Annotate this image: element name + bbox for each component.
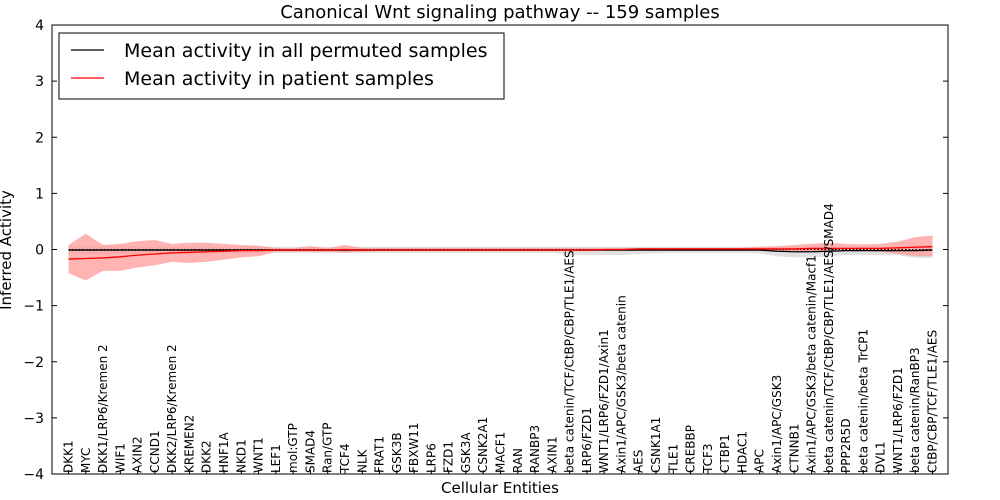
series-lines [68, 246, 933, 260]
x-category-label: WIF1 [113, 443, 127, 473]
x-axis-title: Cellular Entities [441, 479, 559, 497]
legend-box [58, 32, 505, 100]
x-category-label: WNT1/LRP6/FZD1/Axin1 [597, 329, 611, 473]
x-category-label: RANBP3 [528, 425, 542, 473]
x-category-label: FRAT1 [373, 436, 387, 473]
x-category-label: CTBP1 [718, 434, 732, 473]
y-tick-label: 1 [35, 186, 44, 202]
x-category-label: AXIN2 [131, 436, 145, 473]
y-tick-label: 2 [35, 130, 44, 146]
x-category-label: NKD1 [234, 439, 248, 473]
x-category-label: AXIN1 [545, 436, 559, 473]
y-tick-label: −2 [23, 355, 44, 371]
y-tick-label: 4 [35, 18, 44, 34]
x-category-label: mol:GTP [286, 423, 300, 473]
legend-patient-label: Mean activity in patient samples [124, 68, 434, 90]
x-category-label: LRP6 [424, 443, 438, 473]
x-category-label: RAN [511, 448, 525, 473]
x-category-label: DVL1 [874, 441, 888, 473]
legend: Mean activity in all permuted samples Me… [58, 32, 505, 100]
y-tick-label: −4 [23, 467, 44, 483]
x-category-label: DKK2 [200, 440, 214, 473]
x-category-label: MACF1 [494, 432, 508, 473]
x-category-label: KREMEN2 [182, 415, 196, 473]
x-category-label: DKK1/LRP6/Kremen 2 [96, 344, 110, 473]
x-category-label: FZD1 [442, 441, 456, 473]
x-category-label: NLK [355, 448, 369, 473]
x-category-label: DKK1 [62, 440, 76, 473]
x-category-label: PPP2R5D [839, 418, 853, 473]
x-category-label: Axin1/APC/GSK3/beta catenin/Macf1 [805, 255, 819, 473]
y-axis-title: Inferred Activity [0, 190, 15, 310]
x-category-label: beta catenin/TCF/CtBP/CBP/TLE1/AES [563, 250, 577, 473]
confidence-bands [68, 233, 933, 281]
x-category-label: DKK2/LRP6/Kremen 2 [165, 344, 179, 473]
x-category-label: MYC [79, 448, 93, 473]
x-category-label: Axin1/APC/GSK3 [770, 375, 784, 473]
x-category-label: AES [632, 450, 646, 473]
x-category-label: HDAC1 [735, 431, 749, 473]
chart-title: Canonical Wnt signaling pathway -- 159 s… [280, 2, 720, 23]
y-tick-label: −3 [23, 411, 44, 427]
x-category-label: GSK3B [390, 432, 404, 473]
x-category-label: FBXW11 [407, 423, 421, 474]
patient-mean-line [68, 246, 933, 260]
x-category-label: CREBBP [684, 425, 698, 473]
x-category-label: APC [753, 449, 767, 473]
legend-permuted-label: Mean activity in all permuted samples [124, 40, 487, 62]
x-category-label: WNT1/LRP6/FZD1 [891, 367, 905, 473]
x-category-label: Ran/GTP [321, 422, 335, 473]
x-category-label: CCND1 [148, 430, 162, 473]
x-category-label: LEF1 [269, 444, 283, 473]
x-category-label: CTNNB1 [787, 423, 801, 473]
x-category-label: TCF4 [338, 443, 352, 474]
x-category-label: beta catenin/TCF/CtBP/CBP/TLE1/AES/SMAD4 [822, 203, 836, 473]
x-category-label: HNF1A [217, 431, 231, 473]
x-category-label: Axin1/APC/GSK3/beta catenin [614, 295, 628, 473]
y-tick-label: −1 [23, 299, 44, 315]
y-tick-label: 0 [35, 243, 44, 259]
x-category-label: TLE1 [666, 444, 680, 474]
y-tick-label: 3 [35, 74, 44, 90]
x-category-label: LRP6/FZD1 [580, 407, 594, 473]
x-category-label: WNT1 [252, 437, 266, 473]
x-category-label: SMAD4 [303, 430, 317, 473]
y-axis: −4 −3 −2 −1 0 1 2 3 4 [23, 18, 948, 483]
x-category-label: CSNK1A1 [649, 417, 663, 473]
patient-band [68, 233, 933, 281]
x-category-label: TCF3 [701, 443, 715, 474]
x-category-label: beta catenin/RanBP3 [908, 347, 922, 473]
x-category-label: CtBP/CBP/TCF/TLE1/AES [926, 330, 940, 473]
x-category-label: GSK3A [459, 432, 473, 473]
x-category-label: beta catenin/beta TrCP1 [856, 329, 870, 473]
x-axis: DKK1 MYC DKK1/LRP6/Kremen 2 WIF1 AXIN2 CCND1 D… [62, 203, 940, 474]
x-category-label: CSNK2A1 [476, 417, 490, 473]
